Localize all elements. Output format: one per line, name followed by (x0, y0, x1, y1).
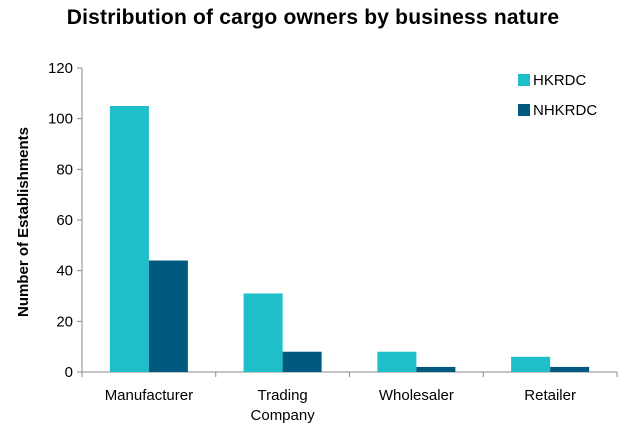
legend-swatch (518, 74, 530, 86)
y-tick-label: 100 (48, 111, 73, 128)
x-category-label: Company (251, 407, 316, 424)
chart-title: Distribution of cargo owners by business… (66, 6, 560, 29)
y-tick-label: 120 (48, 60, 73, 77)
y-axis-title: Number of Establishments (15, 127, 32, 317)
bar-nhkrdc-1 (282, 351, 322, 372)
bar-hkrdc-2 (377, 351, 417, 372)
bars (109, 106, 590, 372)
legend-label: NHKRDC (533, 102, 597, 119)
legend: HKRDC NHKRDC (518, 72, 597, 119)
labels: 0 20 40 60 80 100 120 Manufacturer Trading Compan… (15, 60, 576, 424)
y-tick-label: 0 (65, 364, 73, 381)
x-category-label: Trading (257, 387, 307, 404)
x-category-label: Retailer (524, 387, 576, 404)
y-tick-label: 80 (56, 161, 73, 178)
legend-label: HKRDC (533, 72, 587, 89)
y-tick-label: 20 (56, 313, 73, 330)
legend-swatch (518, 104, 530, 116)
bar-hkrdc-3 (511, 356, 551, 372)
y-tick-label: 40 (56, 263, 73, 280)
bar-hkrdc-1 (243, 293, 283, 372)
bar-hkrdc-0 (109, 106, 149, 372)
bar-nhkrdc-3 (550, 366, 590, 372)
y-tick-label: 60 (56, 212, 73, 229)
bar-nhkrdc-2 (416, 366, 456, 372)
x-category-label: Manufacturer (105, 387, 193, 404)
x-category-label: Wholesaler (379, 387, 454, 404)
bar-nhkrdc-0 (148, 260, 188, 372)
